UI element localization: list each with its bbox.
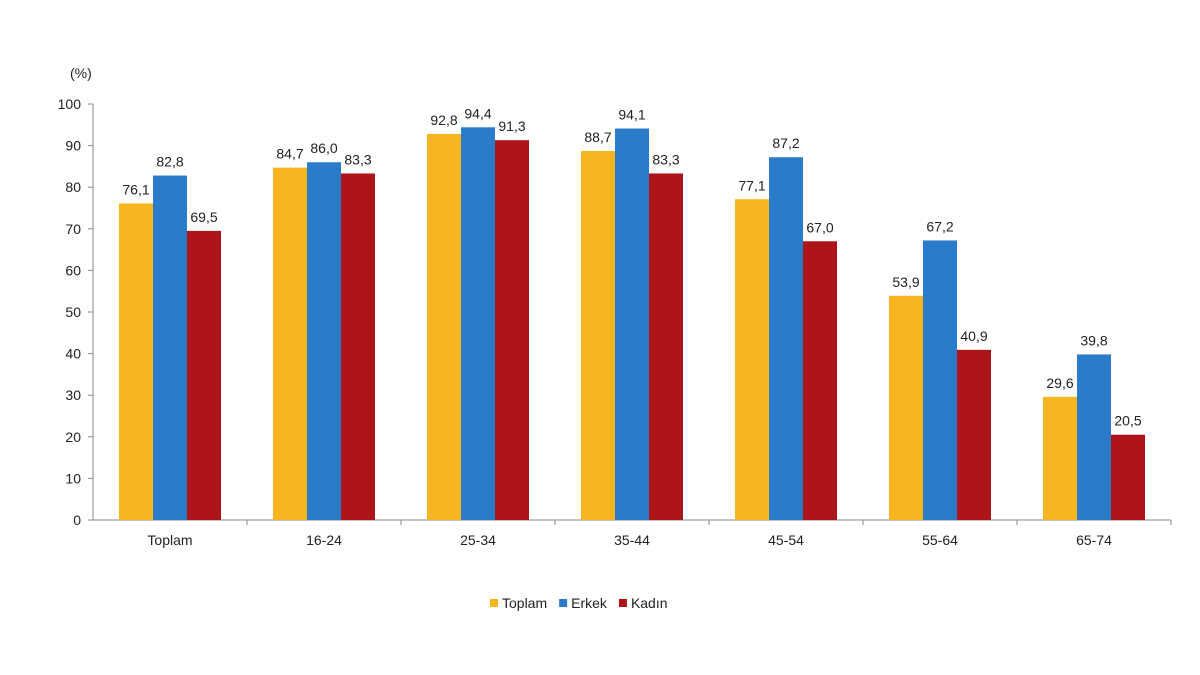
data-label: 69,5 — [190, 209, 217, 225]
data-label: 77,1 — [738, 177, 765, 193]
data-label: 94,4 — [464, 105, 491, 121]
y-tick-label: 100 — [58, 96, 82, 112]
bar-kadın — [495, 140, 529, 520]
x-tick-label: 25-34 — [460, 532, 496, 548]
bar-toplam — [1043, 396, 1077, 520]
y-tick-label: 40 — [65, 346, 81, 362]
data-label: 82,8 — [156, 154, 183, 170]
y-tick-label: 10 — [65, 470, 81, 486]
y-tick-label: 80 — [65, 179, 81, 195]
data-label: 67,0 — [806, 219, 833, 235]
bar-erkek — [153, 175, 187, 520]
x-tick-label: 65-74 — [1076, 532, 1112, 548]
data-label: 76,1 — [122, 181, 149, 197]
data-label: 40,9 — [960, 328, 987, 344]
data-label: 91,3 — [498, 118, 525, 134]
bar-kadın — [341, 173, 375, 521]
bar-kadın — [187, 230, 221, 520]
bar-erkek — [1077, 354, 1111, 520]
y-tick-label: 30 — [65, 387, 81, 403]
data-label: 39,8 — [1080, 332, 1107, 348]
bar-erkek — [307, 162, 341, 521]
bar-toplam — [119, 203, 153, 520]
legend-swatch — [559, 599, 568, 607]
bar-kadın — [803, 241, 837, 520]
y-axis-label: (%) — [70, 65, 92, 81]
data-label: 20,5 — [1114, 413, 1141, 429]
bar-toplam — [889, 295, 923, 520]
data-label: 87,2 — [772, 135, 799, 151]
data-label: 67,2 — [926, 218, 953, 234]
bar-kadın — [1111, 434, 1145, 520]
bar-toplam — [427, 133, 461, 520]
data-label: 83,3 — [652, 151, 679, 167]
data-label: 88,7 — [584, 129, 611, 145]
bar-kadın — [957, 349, 991, 520]
y-tick-label: 20 — [65, 429, 81, 445]
y-tick-label: 70 — [65, 221, 81, 237]
x-tick-label: 16-24 — [306, 532, 342, 548]
x-tick-label: 35-44 — [614, 532, 650, 548]
data-label: 92,8 — [430, 112, 457, 128]
legend-label: Kadın — [631, 595, 668, 611]
y-tick-label: 60 — [65, 262, 81, 278]
y-tick-label: 90 — [65, 138, 81, 154]
bar-toplam — [581, 151, 615, 520]
bar-toplam — [273, 167, 307, 520]
x-tick-label: 55-64 — [922, 532, 958, 548]
y-tick-label: 0 — [73, 512, 81, 528]
bar-erkek — [769, 157, 803, 521]
y-tick-label: 50 — [65, 304, 81, 320]
legend-label: Toplam — [502, 595, 547, 611]
legend-swatch — [490, 599, 498, 607]
x-tick-label: 45-54 — [768, 532, 804, 548]
data-label: 53,9 — [892, 274, 919, 290]
data-label: 86,0 — [310, 140, 337, 156]
bar-erkek — [461, 127, 495, 521]
data-label: 84,7 — [276, 146, 303, 162]
data-label: 29,6 — [1046, 375, 1073, 391]
data-label: 94,1 — [618, 107, 645, 123]
bar-erkek — [923, 240, 957, 520]
legend-swatch — [618, 599, 627, 607]
bar-erkek — [615, 128, 649, 520]
bar-kadın — [649, 173, 683, 521]
x-tick-label: Toplam — [147, 532, 192, 548]
legend-label: Erkek — [571, 595, 608, 611]
bar-toplam — [735, 199, 769, 520]
data-label: 83,3 — [344, 151, 371, 167]
